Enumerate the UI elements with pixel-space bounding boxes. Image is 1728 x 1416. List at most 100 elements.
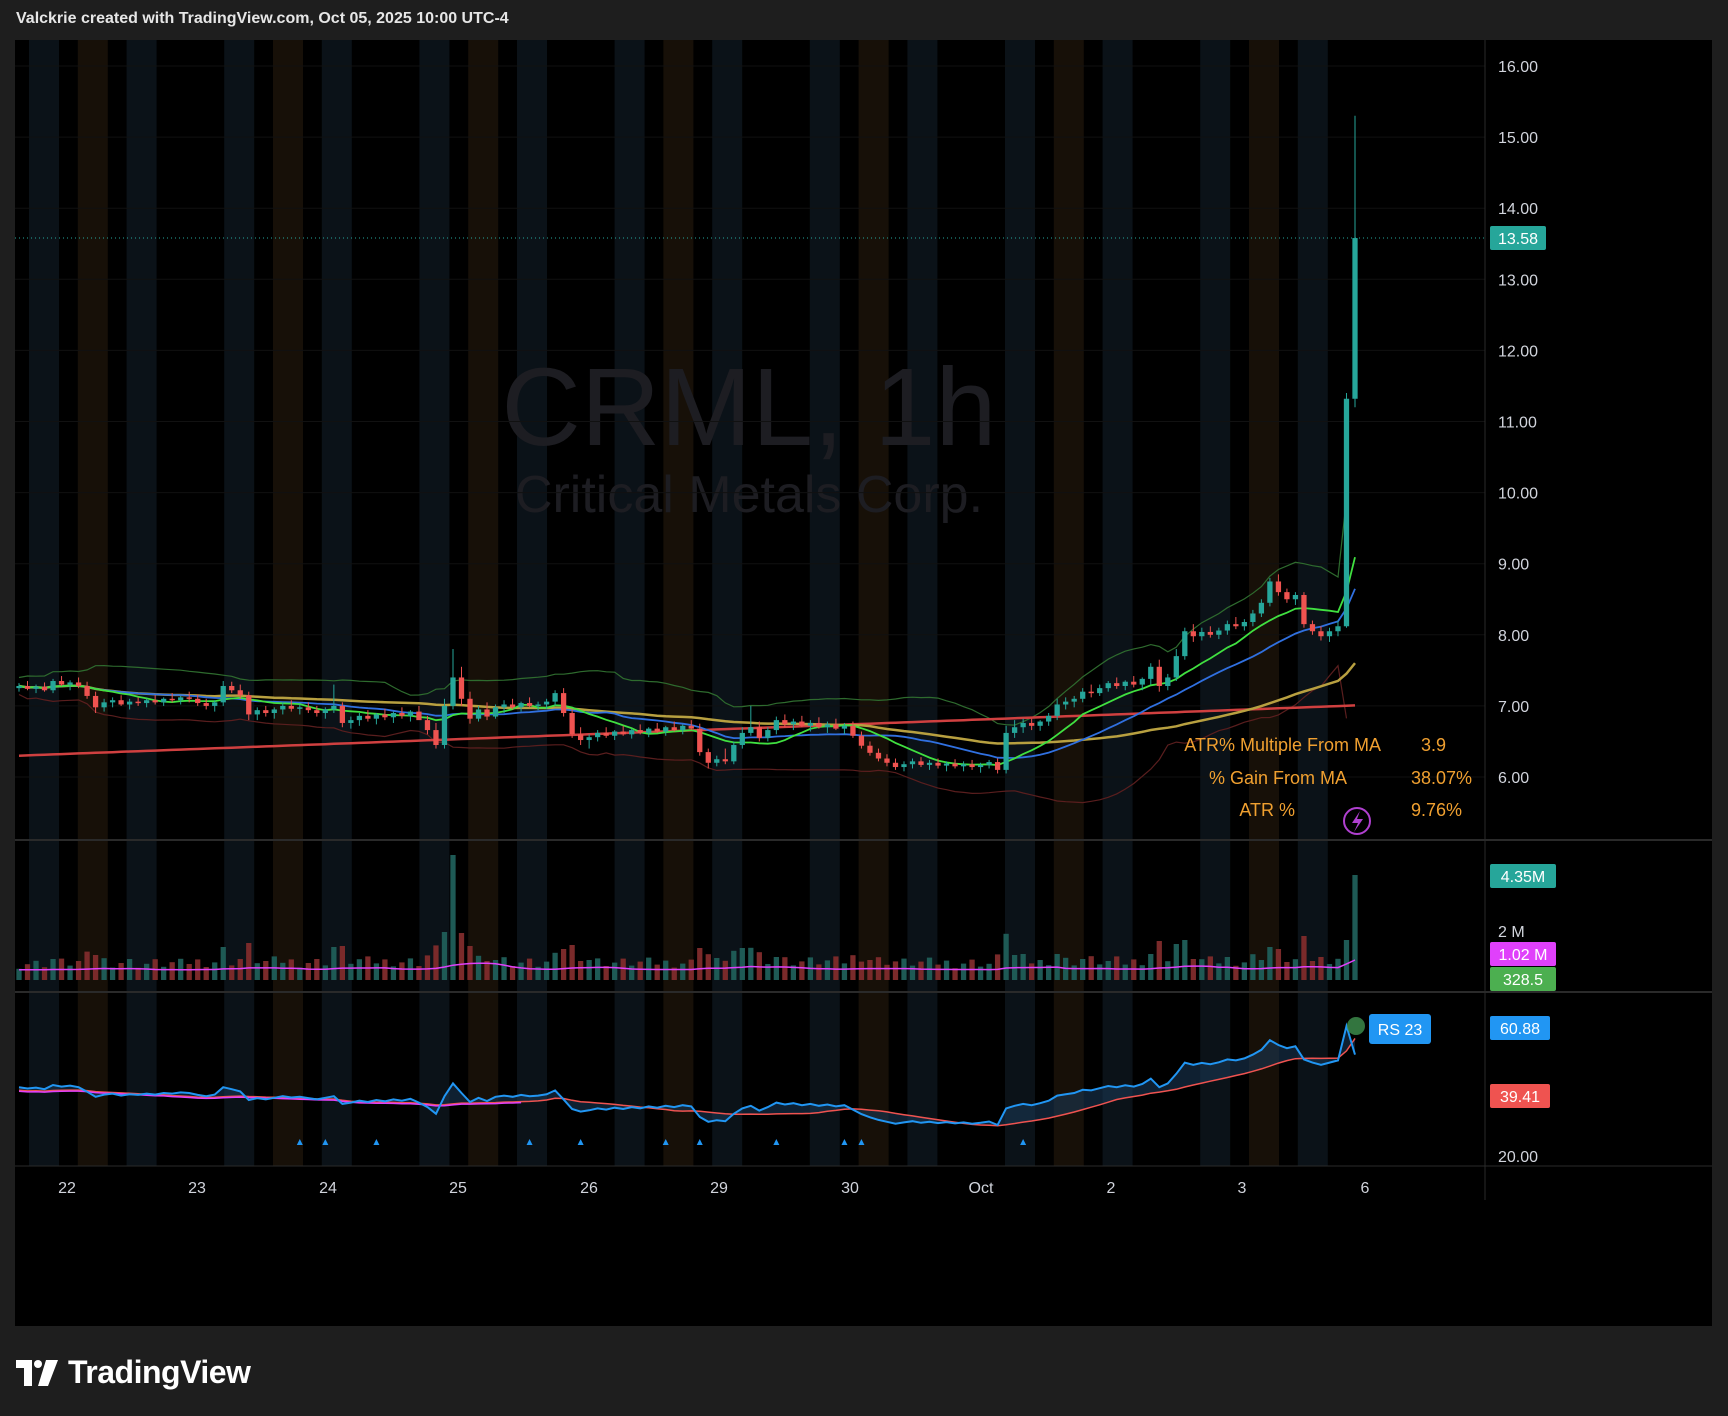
- candle-body: [1267, 581, 1273, 603]
- rs-high-marker: [841, 1139, 848, 1145]
- volume-bar: [144, 963, 150, 980]
- volume-bar: [1190, 959, 1196, 980]
- candle-body: [595, 732, 601, 738]
- lightning-icon[interactable]: [1343, 807, 1371, 835]
- volume-bar: [399, 962, 405, 980]
- volume-bar: [501, 957, 507, 980]
- price-chart[interactable]: CRML, 1h Critical Metals Corp. ATR% Mult…: [15, 40, 1712, 1326]
- candle-body: [407, 711, 414, 716]
- bollinger-bands: [18, 498, 1348, 804]
- volume-bar: [135, 967, 141, 980]
- volume-bar: [322, 965, 328, 980]
- candle-body: [782, 720, 788, 725]
- volume-bar: [186, 964, 192, 980]
- volume-bar: [595, 958, 601, 980]
- volume-bar: [118, 963, 124, 980]
- volume-bar: [552, 952, 558, 980]
- candle-body: [688, 725, 694, 729]
- candle-body: [373, 714, 380, 719]
- candle-body: [118, 700, 124, 705]
- candle-body: [569, 713, 575, 735]
- candle-body: [229, 685, 235, 691]
- candle-body: [926, 762, 933, 765]
- volume-bar: [305, 963, 311, 980]
- candle-body: [475, 709, 482, 719]
- candle-body: [280, 705, 286, 710]
- volume-bar: [1292, 959, 1299, 980]
- chart-frame[interactable]: CRML, 1h Critical Metals Corp. ATR% Mult…: [15, 40, 1712, 1326]
- candle-body: [161, 698, 167, 703]
- candle-body: [714, 759, 720, 763]
- candle-body: [24, 685, 31, 689]
- candle-body: [1046, 715, 1052, 722]
- candle-body: [16, 685, 22, 689]
- candle-body: [356, 715, 363, 721]
- candle-body: [960, 764, 967, 767]
- candle-body: [646, 728, 652, 733]
- candle-body: [577, 734, 584, 741]
- candle-body: [620, 731, 626, 735]
- volume-tick: 2 M: [1498, 924, 1525, 941]
- candle-body: [322, 709, 328, 714]
- candle-body: [833, 724, 839, 729]
- candle-body: [331, 705, 337, 710]
- candle-body: [1216, 630, 1222, 635]
- volume-bar: [858, 961, 865, 980]
- candle-body: [756, 727, 762, 738]
- candle-body: [1284, 592, 1290, 600]
- volume-bar: [824, 960, 831, 980]
- candle-body: [663, 727, 669, 732]
- volume-bar: [790, 965, 797, 980]
- candle-body: [722, 759, 728, 762]
- candle-body: [263, 710, 269, 714]
- volume-bar: [773, 957, 779, 980]
- volume-bar: [1173, 944, 1179, 980]
- candle-body: [1080, 691, 1086, 699]
- volume-bar: [280, 962, 286, 980]
- candle-body: [450, 677, 456, 706]
- price-tick-label: 11.00: [1498, 415, 1537, 432]
- candle-body: [195, 698, 201, 704]
- candle-body: [220, 685, 226, 703]
- candle-body: [288, 705, 294, 709]
- volume-bar: [731, 950, 737, 980]
- volume-bar: [935, 964, 941, 980]
- candle-body: [1224, 624, 1230, 631]
- session-band: [29, 40, 59, 1166]
- volume-bar: [663, 960, 669, 980]
- session-band: [712, 40, 743, 1166]
- volume-bar: [1114, 956, 1120, 980]
- price-tick-label: 12.00: [1498, 343, 1538, 360]
- price-tick-label: 16.00: [1498, 59, 1538, 76]
- candle-body: [509, 704, 516, 708]
- volume-bar: [654, 964, 660, 980]
- candle-body: [41, 686, 48, 691]
- volume-bar: [339, 946, 346, 980]
- candle-body: [1207, 631, 1213, 635]
- volume-bar: [475, 955, 482, 980]
- candle-body: [535, 704, 541, 706]
- volume-bar: [697, 948, 703, 980]
- price-tick-label: 8.00: [1498, 628, 1529, 645]
- candle-body: [1011, 727, 1018, 733]
- stat-label: ATR %: [1239, 800, 1295, 820]
- volume-bar: [1080, 959, 1086, 980]
- volume-bar: [1284, 962, 1290, 980]
- rs-badge-text: 39.41: [1500, 1089, 1540, 1106]
- candle-body: [1309, 624, 1316, 632]
- volume-bar: [229, 965, 235, 980]
- rs-label-text: RS 23: [1378, 1022, 1423, 1039]
- candle-body: [399, 713, 405, 716]
- footer: TradingView: [16, 1354, 251, 1391]
- volume-ma-line: [19, 959, 1356, 971]
- candle-body: [416, 711, 422, 721]
- last-price-text: 13.58: [1498, 231, 1538, 248]
- rs-ma-line: [18, 1037, 1356, 1127]
- rs-high-marker: [373, 1139, 380, 1145]
- candle-body: [892, 762, 899, 768]
- volume-badge-text: 4.35M: [1501, 869, 1545, 886]
- candle-body: [884, 758, 890, 763]
- volume-bar: [92, 955, 99, 980]
- candle-body: [824, 724, 831, 728]
- candle-body: [203, 703, 209, 706]
